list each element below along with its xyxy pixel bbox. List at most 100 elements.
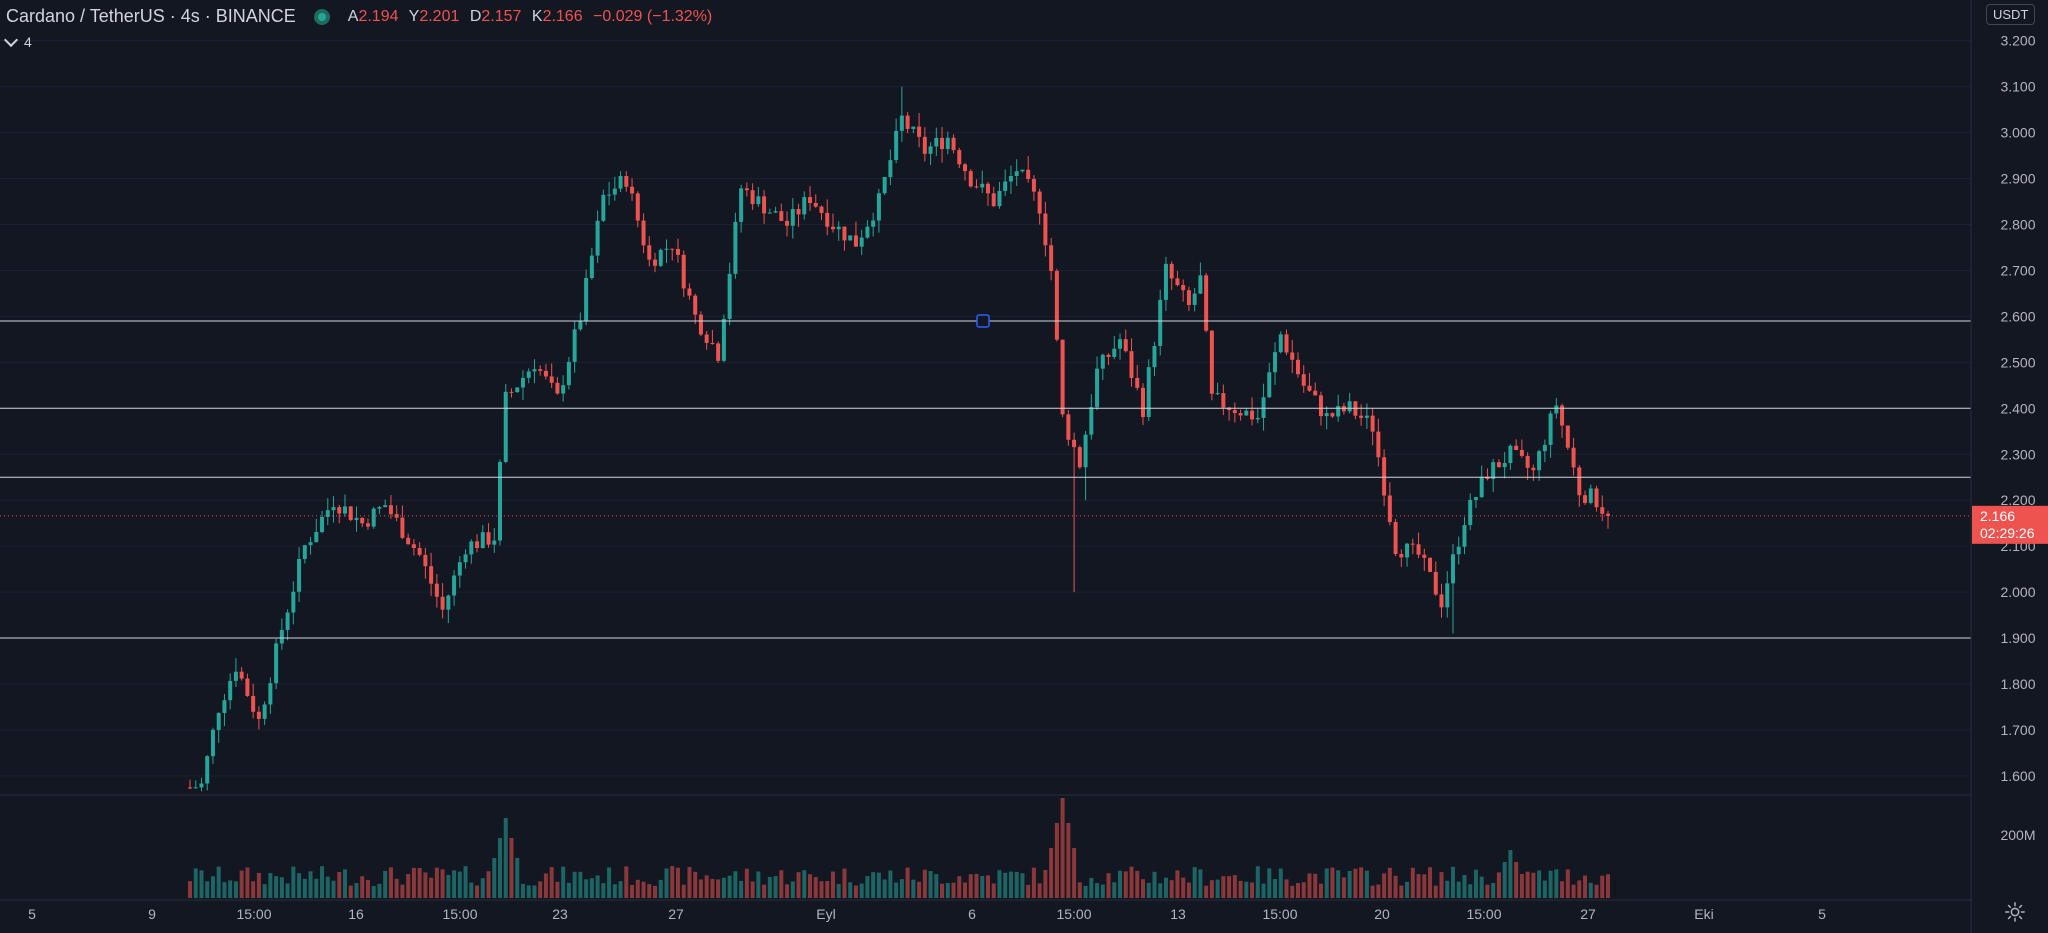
candle-body [647, 245, 652, 260]
status-dot-icon [313, 8, 330, 25]
volume-bar [1554, 869, 1559, 898]
volume-bar [406, 873, 411, 898]
volume-bar [222, 882, 227, 898]
volume-bar [1072, 848, 1077, 898]
volume-bar [1169, 880, 1174, 898]
volume-bar [899, 879, 904, 898]
volume-bar [739, 880, 744, 898]
candle-body [911, 126, 916, 129]
candle-body [578, 320, 583, 330]
price-tick-label: 2.200 [2000, 492, 2035, 508]
currency-button[interactable]: USDT [1986, 4, 2036, 25]
candle-body [1106, 354, 1111, 357]
candle-body [365, 523, 370, 527]
candle-body [1089, 407, 1094, 435]
volume-bar [555, 881, 560, 898]
volume-bar [1445, 880, 1450, 898]
candle-body [653, 259, 658, 266]
volume-bar [1514, 862, 1519, 898]
volume-bar [721, 877, 726, 898]
volume-bar [262, 884, 267, 898]
volume-bar [463, 866, 468, 898]
candle-body [1301, 374, 1306, 386]
high-key: Y [408, 7, 420, 25]
candle-body [1278, 334, 1283, 353]
volume-bar [1479, 876, 1484, 898]
candle-body [1606, 513, 1610, 516]
candle-body [262, 704, 267, 719]
candle-body [1232, 410, 1237, 414]
candle-body [796, 209, 801, 215]
candle-body [670, 248, 675, 250]
candle-body [297, 558, 302, 592]
volume-indicator-toggle[interactable]: 4 [3, 32, 32, 50]
price-tick-label: 1.900 [2000, 630, 2035, 646]
candle-body [830, 226, 835, 230]
volume-bar [785, 884, 790, 898]
volume-bar [1571, 884, 1576, 898]
volume-bar [762, 884, 767, 898]
time-axis[interactable]: 5 9 15:00 16 15:00 23 27 Eyl 6 15:00 13 15:00 20 15:0… [28, 906, 1826, 922]
volume-bar [1008, 871, 1013, 898]
candle-body [285, 612, 290, 630]
volume-bar [417, 868, 422, 898]
candle-body [1359, 415, 1364, 418]
symbol-title[interactable]: Cardano / TetherUS · 4s · BINANCE [6, 6, 296, 26]
candle-body [899, 115, 904, 131]
volume-bar [917, 881, 922, 898]
candle-body [210, 729, 215, 757]
candle-body [1043, 213, 1048, 246]
volume-bar [480, 878, 485, 898]
volume-bar [670, 866, 675, 898]
price-axis[interactable]: 3.200 3.100 3.000 2.900 2.800 2.700 2.600 2.500… [1970, 0, 2048, 933]
candle-body [383, 505, 388, 508]
volume-bar [423, 872, 428, 898]
candle-body [940, 137, 945, 150]
volume-bar [693, 871, 698, 898]
candle-body [233, 671, 238, 681]
candle-body [1204, 275, 1209, 331]
volume-bar [1077, 882, 1082, 898]
candle-body [538, 369, 543, 371]
volume-bar [371, 885, 376, 898]
candle-body [1450, 554, 1455, 584]
candle-body [1468, 499, 1473, 526]
candle-body [1405, 543, 1410, 558]
candle-body [624, 175, 629, 187]
volume-bar [411, 867, 416, 898]
chevron-down-icon[interactable] [3, 32, 19, 48]
volume-bar [1330, 867, 1335, 898]
volume-bar [1140, 879, 1145, 898]
volume-bar [704, 875, 709, 898]
volume-bar [727, 875, 732, 898]
candle-body [1198, 275, 1203, 294]
volume-bar [1163, 877, 1168, 898]
volume-bar [641, 881, 646, 898]
chart-grid [0, 40, 2048, 901]
volume-bar [710, 878, 715, 898]
volume-bar [549, 867, 554, 898]
volume-bar [842, 868, 847, 898]
time-tick-label: 20 [1374, 906, 1390, 922]
candle-body [957, 150, 962, 165]
volume-bar [515, 858, 520, 898]
candle-body [1324, 413, 1329, 417]
volume-bar [1405, 881, 1410, 898]
volume-bar [245, 867, 250, 898]
candle-body [635, 193, 640, 221]
candle-body [905, 115, 910, 129]
candle-body [251, 695, 256, 712]
candle-body [1072, 439, 1077, 448]
candle-body [572, 329, 577, 362]
gear-icon[interactable] [2004, 901, 2026, 923]
volume-bar [1428, 867, 1433, 898]
volume-bar [1014, 871, 1019, 898]
candle-body [388, 505, 393, 515]
volume-bar [1600, 875, 1605, 898]
candle-body [417, 548, 422, 555]
candle-body [601, 194, 606, 221]
volume-bar [773, 876, 778, 898]
volume-bar [1209, 880, 1214, 898]
candle-body [882, 177, 887, 194]
